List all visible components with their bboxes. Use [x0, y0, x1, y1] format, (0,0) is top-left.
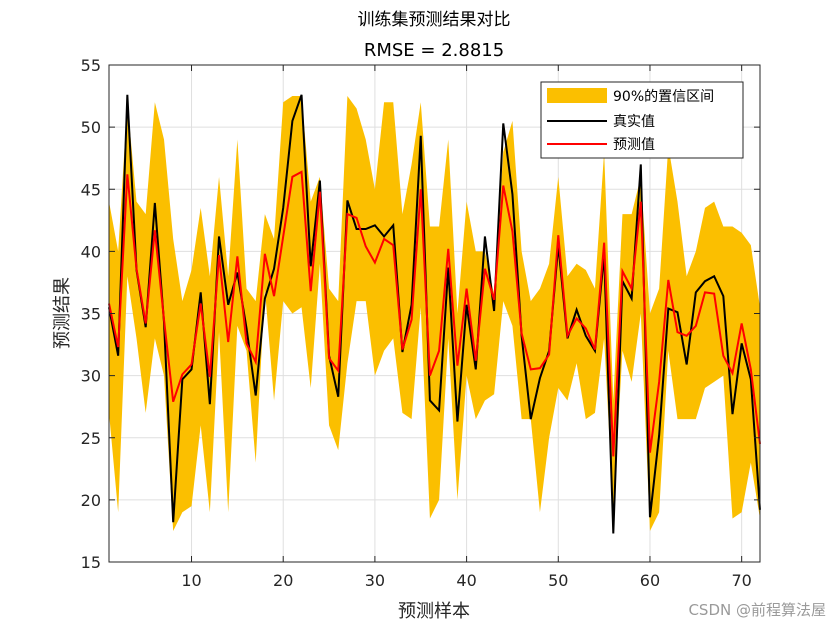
x-tick-label: 20	[273, 571, 293, 590]
series-line-predicted	[108, 170, 761, 457]
watermark-text: CSDN @前程算法屋	[688, 601, 826, 619]
chart-subtitle: RMSE = 2.8815	[364, 40, 504, 61]
y-axis-label: 预测结果	[52, 277, 73, 349]
y-tick-label: 30	[81, 367, 101, 386]
x-tick-label: 50	[548, 571, 568, 590]
x-axis-label: 预测样本	[398, 601, 470, 622]
y-tick-label: 45	[81, 180, 101, 199]
y-tick-label: 40	[81, 242, 101, 261]
chart-title: 训练集预测结果对比	[358, 10, 511, 30]
y-tick-label: 50	[81, 118, 101, 137]
legend-label-band: 90%的置信区间	[613, 89, 714, 105]
legend-label-true: 真实值	[613, 114, 655, 130]
y-tick-label: 20	[81, 491, 101, 510]
y-tick-label: 35	[81, 305, 101, 324]
y-tick-label: 25	[81, 429, 101, 448]
x-tick-label: 10	[181, 571, 201, 590]
y-tick-label: 55	[81, 56, 101, 75]
x-tick-label: 30	[365, 571, 385, 590]
legend: 90%的置信区间 真实值 预测值	[540, 81, 744, 159]
x-tick-label: 60	[640, 571, 660, 590]
axis-ticks: 10 20 30 40 50 60 70 15 20 25 30 35 40 45 50 55	[81, 56, 760, 590]
x-tick-label: 40	[456, 571, 476, 590]
legend-label-predicted: 预测值	[613, 137, 655, 153]
y-tick-label: 15	[81, 553, 101, 572]
x-tick-label: 70	[731, 571, 751, 590]
confidence-band	[109, 96, 760, 531]
legend-swatch-band	[547, 88, 607, 103]
